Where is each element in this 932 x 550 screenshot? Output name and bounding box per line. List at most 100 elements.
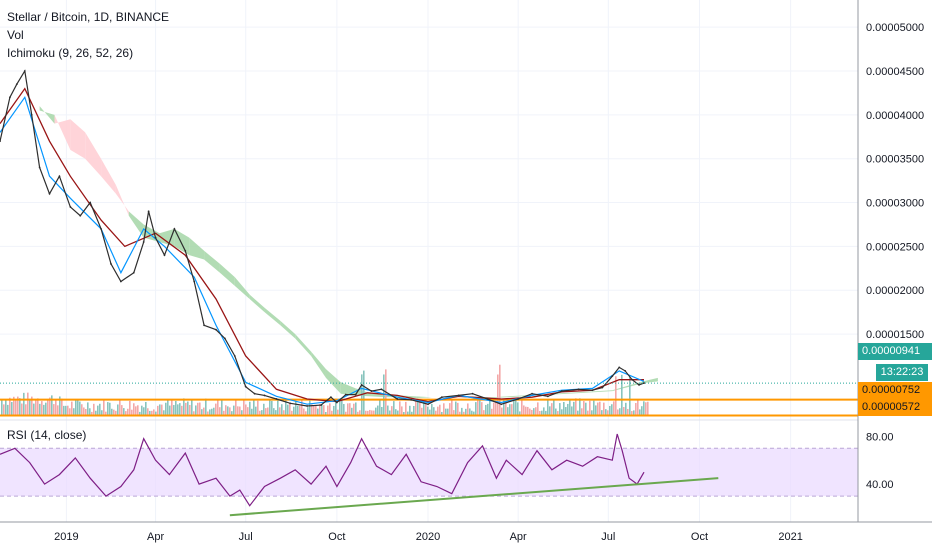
cloud-segment (340, 382, 356, 396)
volume-bar (301, 399, 303, 416)
volume-bar (513, 400, 515, 416)
volume-bar (539, 411, 541, 416)
rsi-legend[interactable]: RSI (14, close) (7, 428, 87, 442)
volume-bar (5, 399, 7, 416)
volume-bar (293, 406, 295, 416)
price-point (275, 398, 278, 400)
price-point (500, 403, 503, 406)
volume-bar (635, 403, 637, 416)
volume-bar (181, 405, 183, 416)
volume-bar (477, 398, 479, 416)
volume-bar (289, 403, 291, 416)
volume-bar (389, 410, 391, 416)
volume-bar (59, 396, 61, 416)
volume-bar (605, 409, 607, 416)
volume-bar (647, 401, 649, 416)
volume-bar (451, 400, 453, 416)
volume-bar (555, 408, 557, 416)
volume-bar (27, 392, 29, 416)
volume-bar (249, 401, 251, 416)
volume-bar (323, 405, 325, 416)
time-axis-labels[interactable]: 2019 Apr Jul Oct 2020 Apr Jul Oct 2021 (54, 531, 803, 543)
price-point (132, 271, 135, 274)
volume-bar (345, 411, 347, 416)
price-axis-labels[interactable]: 0.00005000 0.00004500 0.00004000 0.00003500… (866, 22, 924, 341)
volume-bar (383, 374, 385, 416)
volume-bar (23, 392, 25, 416)
volume-bar (541, 410, 543, 416)
volume-bar (103, 399, 105, 416)
volume-bar (67, 405, 69, 416)
volume-bar (223, 410, 225, 416)
volume-bar (569, 399, 571, 416)
volume-bar (517, 402, 519, 416)
volume-bar (87, 402, 89, 416)
volume-bar (391, 406, 393, 416)
volume-bar (13, 396, 15, 416)
volume-bar (575, 398, 577, 416)
volume-bar (179, 403, 181, 416)
volume-bar (145, 401, 147, 416)
volume-bar (205, 398, 207, 416)
price-point (577, 388, 580, 391)
volume-bar (305, 411, 307, 416)
price-point (79, 214, 82, 217)
volume-bar (45, 402, 47, 416)
volume-bar (445, 408, 447, 416)
volume-bar (351, 407, 353, 416)
volume-bar (425, 399, 427, 416)
price-point (119, 280, 122, 283)
volume-bar (625, 402, 627, 416)
volume-bar (1, 399, 3, 416)
volume-bar (163, 410, 165, 416)
volume-bar (149, 410, 151, 416)
volume-bar (585, 402, 587, 416)
price-point (370, 390, 373, 392)
price-point (380, 388, 383, 391)
volume-bar (385, 369, 387, 416)
volume-bar (531, 409, 533, 416)
price-tick-label: 0.00002000 (866, 285, 924, 297)
price-point (618, 366, 621, 369)
cloud-segment (311, 351, 326, 378)
price-point (215, 328, 217, 331)
volume-bar (577, 410, 579, 416)
volume-bar (479, 399, 481, 416)
volume-bar (421, 407, 423, 416)
volume-bar (435, 410, 437, 416)
volume-bar (331, 410, 333, 416)
price-point (360, 384, 363, 386)
volume-bar (183, 398, 185, 416)
volume-bar (583, 400, 585, 416)
symbol-legend[interactable]: Stellar / Bitcoin, 1D, BINANCE (7, 10, 170, 24)
volume-bar (603, 402, 605, 416)
lower-level-tag: 0.00000572 (858, 399, 932, 416)
price-point (154, 236, 157, 239)
volume-bar (229, 407, 231, 416)
time-tick-label: Apr (147, 531, 164, 543)
volume-bar (307, 407, 309, 416)
volume-bar (581, 408, 583, 416)
volume-bar (309, 400, 311, 416)
volume-bar (235, 399, 237, 416)
price-point (330, 396, 332, 399)
volume-bar (131, 409, 133, 416)
price-point (643, 382, 645, 384)
vol-legend[interactable]: Vol (7, 28, 24, 42)
ichimoku-legend[interactable]: Ichimoku (9, 26, 52, 26) (7, 46, 134, 60)
volume-bar (455, 401, 457, 416)
volume-bar (471, 410, 473, 416)
volume-bar (343, 404, 345, 416)
upper-level-tag: 0.00000752 (858, 382, 932, 399)
volume-bar (639, 409, 641, 416)
rsi-axis-labels[interactable]: 80.00 40.00 (866, 431, 894, 491)
volume-bar (347, 403, 349, 416)
volume-bar (387, 405, 389, 416)
volume-bar (537, 402, 539, 416)
volume-bar (439, 404, 441, 416)
price-tick-label: 0.00004500 (866, 66, 924, 78)
price-point (486, 398, 489, 400)
volume-bar (211, 408, 213, 416)
volume-bar (501, 407, 503, 416)
